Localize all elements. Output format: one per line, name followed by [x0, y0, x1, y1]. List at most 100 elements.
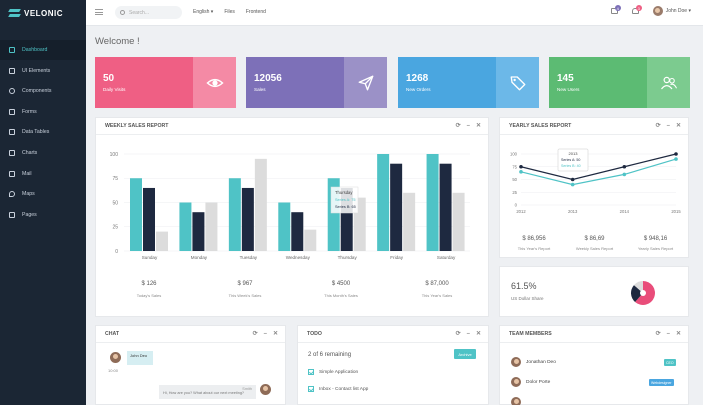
- y-tick-label: 100: [510, 152, 518, 157]
- mail-icon: [9, 170, 15, 177]
- stat-card-new-orders[interactable]: 1268 New Orders: [398, 57, 539, 108]
- brand[interactable]: VELONIC: [0, 0, 86, 26]
- search-input[interactable]: Search...: [115, 6, 182, 19]
- close-icon[interactable]: ✕: [675, 123, 681, 129]
- top-menu: English ▾ Files Frontend: [193, 9, 266, 15]
- refresh-icon[interactable]: ⟳: [655, 331, 661, 337]
- bell-icon[interactable]: 3: [631, 5, 642, 14]
- data-point: [674, 157, 678, 161]
- refresh-icon[interactable]: ⟳: [252, 331, 258, 337]
- card-header: TODO ⟳ – ✕: [298, 326, 488, 343]
- todo-item[interactable]: Inbox - Contact list App: [308, 386, 368, 392]
- sidebar-item-ui-elements[interactable]: UI Elements: [0, 61, 86, 81]
- sidebar-item-mail[interactable]: Mail: [0, 164, 86, 184]
- sidebar-item-components[interactable]: Components: [0, 81, 86, 101]
- sidebar-item-label: Pages: [22, 211, 37, 218]
- user-menu[interactable]: John Doe ▾: [652, 6, 691, 16]
- chat-time: 10:00: [108, 368, 119, 373]
- sidebar-item-data-tables[interactable]: Data Tables: [0, 122, 86, 142]
- minimize-icon[interactable]: –: [466, 331, 470, 337]
- minimize-icon[interactable]: –: [666, 331, 670, 337]
- sidebar-item-label: Charts: [22, 149, 38, 156]
- stat-icon-panel: [344, 57, 387, 108]
- y-tick-label: 50: [512, 177, 517, 182]
- bar: [241, 187, 254, 251]
- bar: [228, 178, 241, 251]
- sidebar-item-dashboard[interactable]: Dashboard: [0, 40, 86, 60]
- y-tick-label: 25: [512, 190, 517, 195]
- refresh-icon[interactable]: ⟳: [455, 331, 461, 337]
- sidebar-item-charts[interactable]: Charts: [0, 143, 86, 163]
- notification-badge: 3: [635, 5, 642, 11]
- minimize-icon[interactable]: –: [263, 331, 267, 337]
- avatar: [110, 352, 121, 363]
- team-member[interactable]: Jonathan Deo: [511, 357, 556, 367]
- total-label: This Month's Sales: [324, 293, 358, 298]
- share-pie-chart: [631, 281, 655, 305]
- files-link[interactable]: Files: [224, 9, 235, 15]
- bar: [278, 202, 291, 251]
- archive-button[interactable]: Archive: [454, 349, 476, 359]
- minimize-icon[interactable]: –: [666, 123, 670, 129]
- y-tick-label: 0: [515, 203, 518, 208]
- todo-checkbox[interactable]: [308, 369, 314, 375]
- brand-name: VELONIC: [24, 8, 64, 18]
- minimize-icon[interactable]: –: [466, 123, 470, 129]
- total-label: Weekly Sales Report: [575, 246, 614, 251]
- chat-message-outgoing: Smith Hi, How are you? What about our ne…: [159, 385, 256, 399]
- dollar-share-text: 61.5% US Dollar Share: [511, 281, 544, 301]
- language-dropdown[interactable]: English ▾: [193, 9, 214, 15]
- weekly-totals: $ 126 Today's Sales $ 967 This Week's Sale…: [101, 281, 485, 298]
- user-name: John Doe ▾: [665, 8, 691, 14]
- close-icon[interactable]: ✕: [475, 123, 481, 129]
- page-title: Welcome !: [95, 36, 140, 47]
- refresh-icon[interactable]: ⟳: [455, 123, 461, 129]
- bar: [452, 192, 465, 251]
- data-point: [519, 170, 523, 174]
- card-header: YEARLY SALES REPORT ⟳ – ✕: [500, 118, 688, 135]
- team-member[interactable]: Dolor Porte: [511, 377, 550, 387]
- sidebar-item-pages[interactable]: Pages: [0, 205, 86, 225]
- stat-card-new-users[interactable]: 145 New Users: [549, 57, 690, 108]
- edit-icon: [9, 108, 15, 115]
- mail-icon[interactable]: 4: [610, 5, 621, 14]
- close-icon[interactable]: ✕: [475, 331, 481, 337]
- data-point: [622, 172, 627, 177]
- close-icon[interactable]: ✕: [675, 331, 681, 337]
- topbar-right: 4 3 John Doe ▾: [610, 5, 691, 16]
- layers-icon: [9, 67, 15, 74]
- sidebar-item-maps[interactable]: Maps: [0, 184, 86, 204]
- todo-checkbox[interactable]: [308, 386, 314, 392]
- x-tick-label: Tuesday: [240, 255, 258, 260]
- close-icon[interactable]: ✕: [272, 331, 278, 337]
- data-point: [570, 182, 575, 187]
- avatar: [260, 384, 271, 395]
- pie-center: [640, 290, 646, 296]
- bar: [291, 212, 304, 251]
- total-value: $ 967: [237, 281, 253, 287]
- sidebar-item-label: Mail: [22, 170, 32, 177]
- sidebar-item-forms[interactable]: Forms: [0, 102, 86, 122]
- x-tick-label: 2012: [516, 209, 526, 214]
- bar: [426, 154, 439, 251]
- todo-item[interactable]: Simple Application: [308, 369, 358, 375]
- bar: [254, 158, 267, 251]
- sidebar: VELONIC Dashboard UI Elements Components…: [0, 0, 86, 405]
- tooltip-series-b: Series B: 65: [335, 205, 356, 209]
- menu-toggle-icon[interactable]: [95, 9, 103, 15]
- x-tick-label: Monday: [191, 255, 208, 260]
- total-label: This Week's Sales: [228, 293, 262, 298]
- total-value: $ 4500: [331, 281, 351, 287]
- todo-remaining: 2 of 6 remaining: [308, 352, 352, 358]
- y-tick-label: 100: [110, 152, 119, 158]
- refresh-icon[interactable]: ⟳: [655, 123, 661, 129]
- stat-card-daily-visits[interactable]: 50 Daily Visits: [95, 57, 236, 108]
- chat-text: Hi, How are you? What about our next mee…: [163, 391, 245, 395]
- stat-card-sales[interactable]: 12056 Sales: [246, 57, 387, 108]
- stat-value: 145: [557, 73, 574, 84]
- frontend-link[interactable]: Frontend: [245, 9, 266, 15]
- sidebar-item-label: Components: [22, 88, 52, 95]
- search-placeholder: Search...: [129, 9, 150, 16]
- topbar: Search... English ▾ Files Frontend 4 3 J…: [86, 0, 703, 26]
- total-label: Today's Sales: [136, 293, 162, 298]
